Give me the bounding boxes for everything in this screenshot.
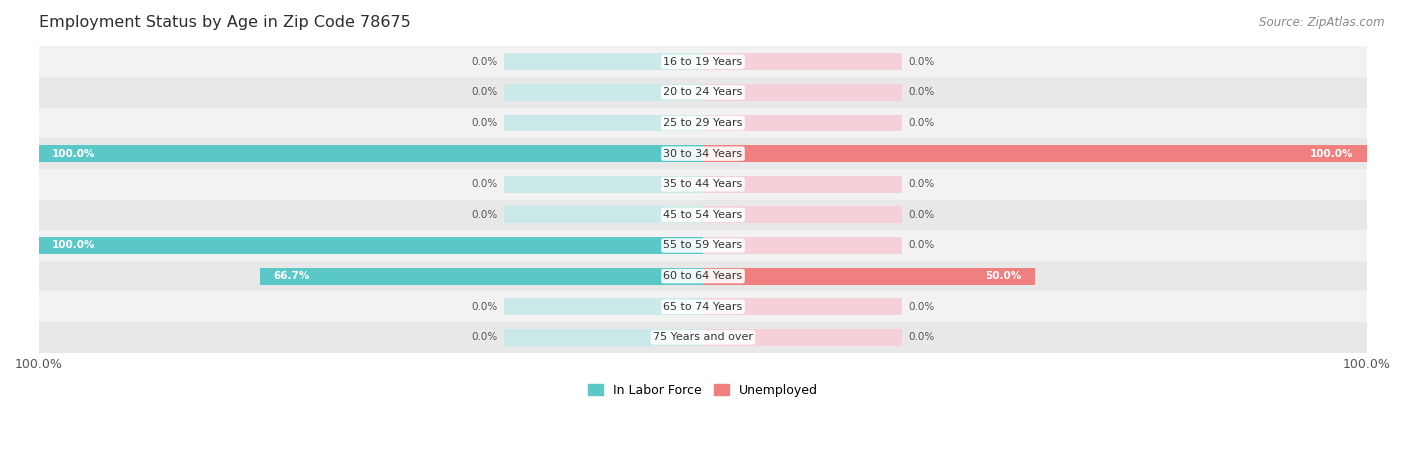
Bar: [703, 176, 903, 193]
Bar: [39, 199, 1367, 230]
Text: 60 to 64 Years: 60 to 64 Years: [664, 271, 742, 281]
Bar: [39, 169, 1367, 199]
Text: 0.0%: 0.0%: [471, 118, 498, 128]
Text: 100.0%: 100.0%: [52, 240, 96, 250]
Text: 35 to 44 Years: 35 to 44 Years: [664, 179, 742, 189]
Bar: [503, 237, 703, 254]
Text: 0.0%: 0.0%: [908, 57, 935, 67]
Bar: [703, 237, 903, 254]
Text: 30 to 34 Years: 30 to 34 Years: [664, 149, 742, 159]
Bar: [703, 115, 903, 131]
Text: Employment Status by Age in Zip Code 78675: Employment Status by Age in Zip Code 786…: [39, 15, 411, 30]
Bar: [703, 298, 903, 315]
Text: 0.0%: 0.0%: [908, 210, 935, 220]
Text: 0.0%: 0.0%: [471, 302, 498, 312]
Text: 65 to 74 Years: 65 to 74 Years: [664, 302, 742, 312]
Text: 0.0%: 0.0%: [471, 87, 498, 97]
Bar: [703, 145, 903, 162]
Bar: [39, 77, 1367, 108]
Text: 25 to 29 Years: 25 to 29 Years: [664, 118, 742, 128]
Text: 45 to 54 Years: 45 to 54 Years: [664, 210, 742, 220]
Text: 100.0%: 100.0%: [52, 149, 96, 159]
Bar: [703, 207, 903, 223]
Bar: [503, 145, 703, 162]
Bar: [503, 176, 703, 193]
Text: 0.0%: 0.0%: [471, 57, 498, 67]
Bar: [39, 261, 1367, 291]
Text: 0.0%: 0.0%: [908, 302, 935, 312]
Text: 0.0%: 0.0%: [471, 210, 498, 220]
Bar: [39, 46, 1367, 77]
Bar: [39, 322, 1367, 353]
Bar: [703, 53, 903, 70]
Text: 0.0%: 0.0%: [908, 87, 935, 97]
Bar: [503, 298, 703, 315]
Text: 50.0%: 50.0%: [986, 271, 1022, 281]
Bar: [703, 145, 1367, 162]
Bar: [503, 329, 703, 346]
Bar: [39, 291, 1367, 322]
Text: 0.0%: 0.0%: [908, 179, 935, 189]
Bar: [703, 329, 903, 346]
Text: 0.0%: 0.0%: [471, 179, 498, 189]
Text: Source: ZipAtlas.com: Source: ZipAtlas.com: [1260, 16, 1385, 29]
Bar: [39, 138, 1367, 169]
Text: 0.0%: 0.0%: [908, 240, 935, 250]
Bar: [39, 108, 1367, 138]
Text: 66.7%: 66.7%: [273, 271, 309, 281]
Text: 75 Years and over: 75 Years and over: [652, 332, 754, 342]
Text: 0.0%: 0.0%: [908, 118, 935, 128]
Text: 20 to 24 Years: 20 to 24 Years: [664, 87, 742, 97]
Legend: In Labor Force, Unemployed: In Labor Force, Unemployed: [583, 378, 823, 401]
Text: 0.0%: 0.0%: [908, 332, 935, 342]
Bar: [503, 115, 703, 131]
Bar: [703, 268, 1035, 285]
Bar: [503, 207, 703, 223]
Bar: [39, 237, 703, 254]
Text: 0.0%: 0.0%: [471, 332, 498, 342]
Text: 16 to 19 Years: 16 to 19 Years: [664, 57, 742, 67]
Text: 100.0%: 100.0%: [1310, 149, 1354, 159]
Bar: [260, 268, 703, 285]
Bar: [703, 268, 903, 285]
Bar: [39, 145, 703, 162]
Bar: [703, 84, 903, 101]
Bar: [39, 230, 1367, 261]
Bar: [503, 53, 703, 70]
Text: 55 to 59 Years: 55 to 59 Years: [664, 240, 742, 250]
Bar: [503, 268, 703, 285]
Bar: [503, 84, 703, 101]
